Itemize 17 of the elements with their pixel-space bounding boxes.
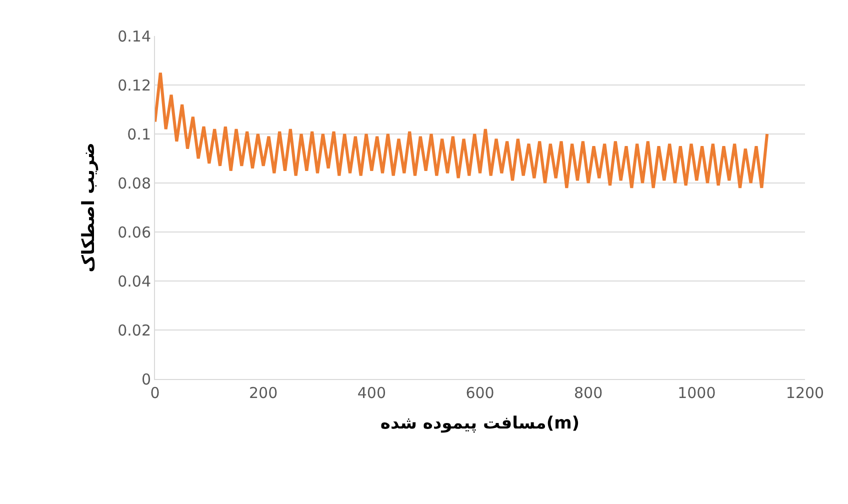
y-tick-label: 0.12 [118,76,151,94]
line-series [155,71,769,190]
y-tick-label: 0.06 [118,223,151,242]
y-tick-label: 0.14 [118,27,151,46]
y-tick-label: 0.1 [127,125,151,144]
y-tick-label: 0.08 [118,174,151,192]
x-tick-label: 800 [574,384,603,402]
x-axis-title: مسافت پیموده شده(m) [380,413,580,434]
x-tick-label: 600 [466,384,494,402]
y-tick-label: 0 [141,370,151,388]
y-tick-label: 0.02 [118,321,151,340]
x-tick-label: 1200 [786,384,824,402]
x-tick-label: 400 [357,384,386,402]
y-axis-title: ضریب اصطکاک [79,142,100,272]
x-tick-label: 1000 [678,384,716,402]
x-tick-label: 200 [249,384,278,402]
y-tick-label: 0.04 [118,272,151,290]
